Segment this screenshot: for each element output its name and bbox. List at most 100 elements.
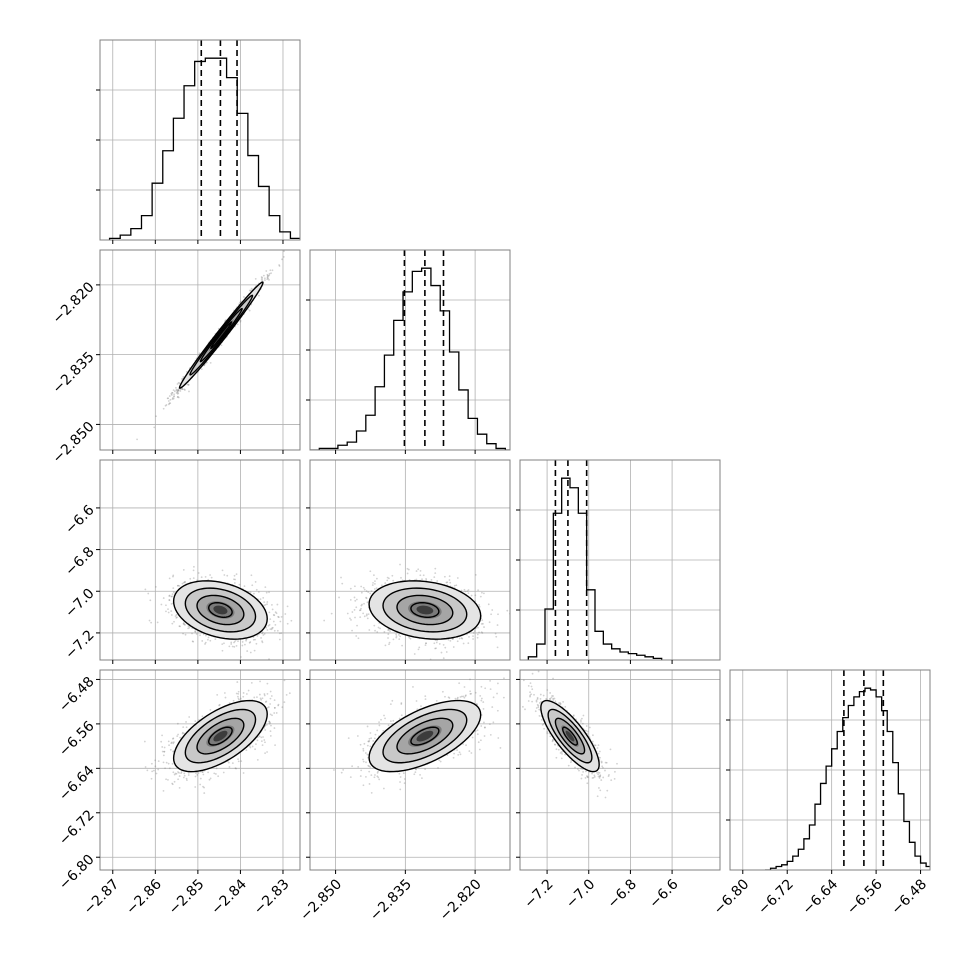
sample-point bbox=[236, 681, 239, 683]
sample-point bbox=[175, 389, 178, 392]
sample-point bbox=[234, 578, 237, 581]
contour-line bbox=[178, 281, 264, 389]
sample-point bbox=[224, 696, 227, 699]
sample-point bbox=[183, 388, 186, 391]
sample-point bbox=[266, 276, 269, 279]
sample-point bbox=[562, 700, 565, 703]
sample-point bbox=[167, 740, 170, 743]
sample-point bbox=[220, 344, 223, 347]
sample-point bbox=[470, 594, 473, 597]
sample-point bbox=[165, 761, 168, 764]
y-tick-label-p4: −6.72 bbox=[56, 807, 98, 849]
sample-point bbox=[370, 791, 373, 794]
sample-point bbox=[359, 609, 362, 611]
sample-point bbox=[524, 708, 526, 711]
sample-point bbox=[599, 789, 602, 792]
sample-point bbox=[170, 602, 173, 605]
sample-point bbox=[607, 775, 610, 778]
sample-point bbox=[268, 623, 271, 626]
sample-point bbox=[430, 578, 433, 581]
sample-point bbox=[162, 597, 165, 599]
sample-point bbox=[177, 778, 180, 781]
contour-line bbox=[172, 580, 268, 640]
sample-point bbox=[340, 576, 342, 579]
sample-point bbox=[400, 702, 403, 704]
sample-point bbox=[407, 568, 410, 571]
sample-point bbox=[413, 653, 416, 655]
sample-point bbox=[199, 783, 202, 786]
sample-point bbox=[434, 572, 437, 574]
sample-point bbox=[262, 274, 265, 277]
sample-point bbox=[217, 775, 220, 778]
sample-point bbox=[458, 682, 461, 685]
sample-point bbox=[386, 579, 389, 582]
sample-point bbox=[483, 721, 485, 724]
sample-point bbox=[209, 361, 212, 364]
sample-point bbox=[351, 765, 354, 768]
sample-point bbox=[243, 585, 246, 587]
sample-point bbox=[163, 750, 166, 753]
sample-point bbox=[479, 739, 482, 742]
sample-point bbox=[463, 588, 466, 591]
sample-point bbox=[179, 736, 182, 739]
sample-point bbox=[496, 624, 499, 626]
sample-point bbox=[362, 612, 365, 615]
sample-point bbox=[143, 740, 146, 743]
sample-point bbox=[285, 693, 288, 696]
sample-point bbox=[286, 622, 289, 625]
sample-point bbox=[207, 636, 210, 639]
sample-point bbox=[177, 392, 180, 395]
sample-point bbox=[469, 678, 471, 681]
sample-point bbox=[560, 757, 563, 760]
sample-point bbox=[359, 775, 362, 777]
sample-point bbox=[558, 702, 560, 704]
sample-point bbox=[363, 602, 365, 605]
sample-point bbox=[570, 759, 573, 762]
sample-point bbox=[355, 606, 358, 609]
sample-point bbox=[366, 601, 369, 604]
sample-point bbox=[182, 581, 185, 584]
sample-point bbox=[359, 616, 362, 619]
sample-point bbox=[173, 395, 175, 397]
sample-point bbox=[177, 733, 179, 736]
sample-point bbox=[179, 388, 182, 391]
sample-point bbox=[209, 709, 212, 711]
sample-point bbox=[378, 724, 381, 727]
sample-point bbox=[243, 643, 246, 646]
sample-point bbox=[572, 714, 575, 717]
sample-point bbox=[199, 777, 202, 780]
sample-point bbox=[362, 749, 365, 752]
sample-point bbox=[346, 612, 349, 615]
sample-point bbox=[272, 620, 275, 623]
sample-point bbox=[363, 615, 366, 618]
sample-point bbox=[178, 775, 181, 777]
sample-point bbox=[564, 753, 567, 756]
sample-point bbox=[185, 726, 188, 729]
sample-point bbox=[232, 699, 235, 702]
sample-point bbox=[269, 628, 272, 630]
sample-point bbox=[249, 746, 252, 749]
sample-point bbox=[265, 700, 268, 703]
sample-point bbox=[482, 622, 484, 625]
x-tick-label-p3: −6.6 bbox=[646, 876, 681, 911]
sample-point bbox=[210, 576, 213, 579]
y-tick-label-p3: −7.2 bbox=[62, 627, 97, 662]
sample-point bbox=[238, 698, 240, 701]
sample-point bbox=[236, 323, 239, 326]
sample-point bbox=[171, 398, 174, 401]
sample-point bbox=[182, 388, 184, 391]
sample-point bbox=[552, 699, 555, 701]
sample-point bbox=[144, 766, 147, 768]
sample-point bbox=[183, 772, 186, 775]
sample-point bbox=[270, 695, 273, 697]
contour-line bbox=[184, 587, 257, 633]
contour-line bbox=[382, 587, 468, 633]
sample-point bbox=[238, 583, 241, 586]
sample-point bbox=[177, 584, 179, 587]
sample-point bbox=[610, 779, 613, 782]
sample-point bbox=[469, 690, 472, 693]
sample-point bbox=[207, 771, 209, 774]
sample-point bbox=[170, 742, 173, 745]
sample-point bbox=[265, 270, 268, 272]
